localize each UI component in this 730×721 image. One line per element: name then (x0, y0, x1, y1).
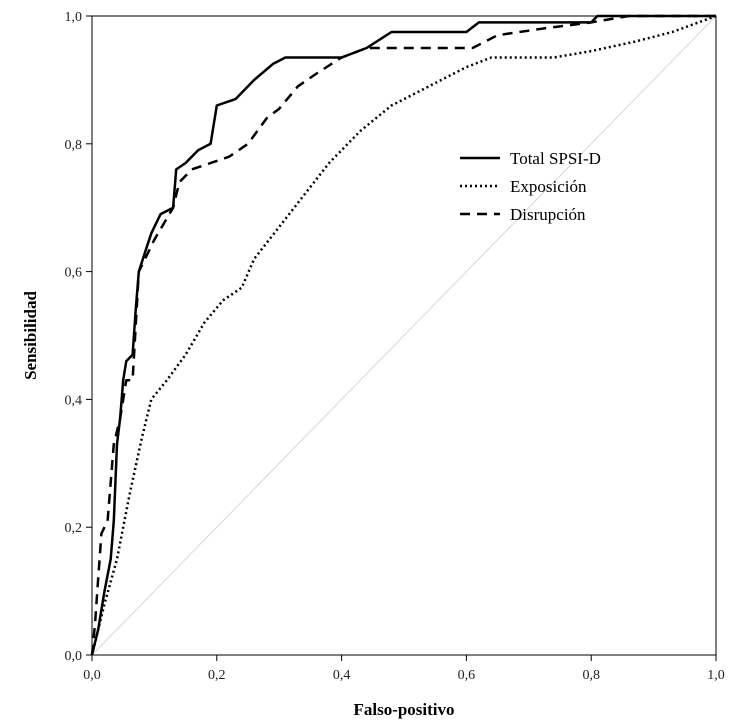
legend-label: Exposición (510, 177, 587, 196)
y-tick-label: 1,0 (65, 10, 83, 25)
x-tick-label: 1,0 (707, 668, 725, 683)
plot-frame (91, 15, 717, 656)
x-tick-label: 0,6 (458, 668, 476, 683)
x-tick-label: 0,2 (208, 668, 226, 683)
x-tick-label: 0,8 (582, 668, 600, 683)
legend-label: Disrupción (510, 205, 586, 224)
series-line-disrupci-n (90, 14, 716, 656)
legend-label: Total SPSI-D (510, 149, 601, 168)
y-tick-label: 0,8 (65, 138, 83, 153)
axes: 0,0 0,2 0,4 0,6 0,8 1,0 0,0 0,2 0,4 0,6 0,8 1,0 (65, 10, 725, 683)
y-axis-title: Sensibilidad (21, 291, 40, 380)
x-tick-label: 0,4 (333, 668, 351, 683)
y-tick-label: 0,0 (65, 649, 83, 664)
x-axis-title: Falso-positivo (353, 700, 454, 719)
x-tick-label: 0,0 (83, 668, 101, 683)
series-layer (90, 14, 717, 656)
legend: Total SPSI-D Exposición Disrupción (460, 149, 601, 224)
y-tick-label: 0,2 (65, 521, 83, 536)
y-tick-label: 0,4 (65, 393, 83, 408)
series-line-total-spsi-d (90, 14, 716, 656)
reference-diagonal (91, 15, 717, 656)
y-tick-label: 0,6 (65, 266, 83, 281)
